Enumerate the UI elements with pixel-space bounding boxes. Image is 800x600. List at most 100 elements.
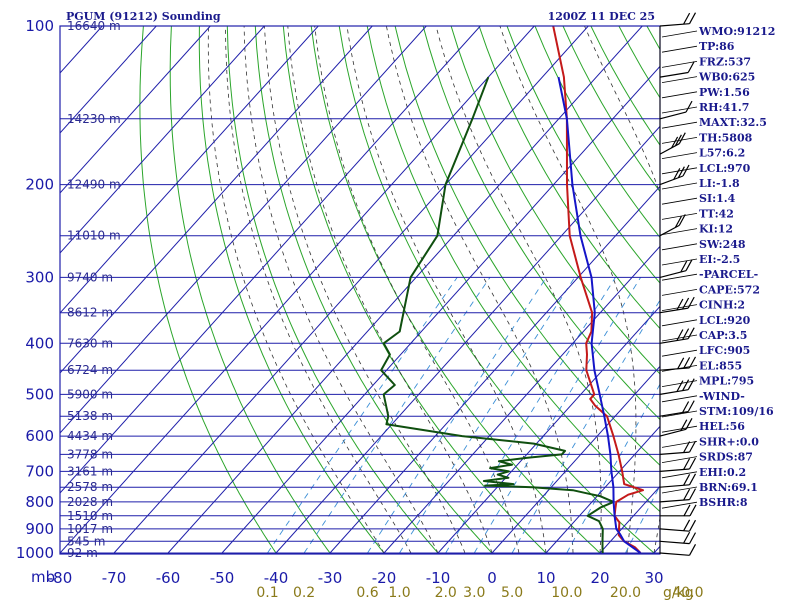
height-label-text: 9740 m (67, 270, 113, 284)
wind-barb-staff (659, 499, 690, 503)
wind-barb-staff (659, 71, 689, 78)
isotherm-line (60, 26, 319, 314)
height-label: 3778 m (67, 447, 113, 461)
index-label: CAPE:572 (699, 283, 760, 296)
wind-barb-feather (685, 100, 693, 113)
index-leader-line (661, 106, 698, 114)
wind-barb-staff (659, 23, 690, 27)
index-leader-line (661, 395, 698, 403)
index-leader-line (661, 304, 698, 311)
index-label: MPL:795 (699, 375, 754, 388)
index-label: SHR+:0.0 (699, 435, 759, 448)
height-label-text: 1017 m (67, 522, 113, 536)
wind-barb (659, 327, 695, 344)
mixing-ratio-unit: g/kg (663, 585, 694, 600)
mixing-ratio-label: 0.6 (356, 585, 378, 600)
temperature-tick-label: -70 (102, 569, 127, 587)
index-leader-line (661, 61, 698, 68)
index-label: LCL:970 (699, 162, 751, 175)
index-label: -WIND- (699, 390, 745, 403)
wind-barb-staff (659, 270, 687, 278)
height-label: 6724 m (67, 363, 113, 377)
height-label: 92 m (67, 546, 98, 560)
wind-barb-feather (671, 136, 679, 149)
dewpoint-trace (380, 76, 615, 554)
wind-barb (659, 164, 690, 186)
index-label: TH:5808 (699, 131, 753, 144)
wind-barb-staff (659, 111, 687, 120)
height-label: 7630 m (67, 336, 113, 350)
index-leader-line (661, 76, 698, 83)
mixing-ratio-labels: 0.1 0.2 0.6 1.0 2.0 3.0 5.0 10.0 20.0 40.0 (256, 585, 703, 600)
pressure-tick-label: 600 (25, 427, 54, 445)
wind-barb-staff (659, 338, 689, 344)
isotherm-line (60, 26, 373, 374)
index-label: CINH:2 (699, 299, 745, 312)
wind-barb-feather (685, 259, 693, 271)
wind-barb-feather (682, 379, 690, 391)
temperature-tick-label: -20 (372, 569, 397, 587)
pressure-gridlines (60, 25, 660, 554)
height-label: 1017 m (67, 522, 113, 536)
height-label-text: 6724 m (67, 363, 113, 377)
height-label-text: 2578 m (67, 480, 113, 494)
height-label-text: 4434 m (67, 429, 113, 443)
temperature-tick-label: 10 (536, 569, 555, 587)
height-labels: 16640 m 14230 m 12490 m 11010 m 9740 m 8612 m… (67, 19, 121, 560)
height-label-text: 7630 m (67, 336, 113, 350)
wind-barb-feather (673, 168, 681, 180)
wind-barb-feather (680, 260, 688, 273)
mixing-ratio-line (303, 277, 491, 554)
wind-barb-staff (659, 528, 690, 532)
chart-title-left: PGUM (91212) Sounding (66, 10, 221, 23)
temperature-tick-label: 30 (644, 569, 663, 587)
height-label: 4434 m (67, 429, 113, 443)
index-leader-line (661, 243, 698, 251)
isotherm-line (167, 26, 643, 554)
isotherm-line (60, 26, 157, 134)
pressure-tick-label: 400 (25, 334, 54, 352)
index-label: STM:109/16 (699, 405, 774, 418)
wind-barb-feather (674, 216, 682, 228)
height-label: 12490 m (67, 178, 121, 192)
index-label: LCL:920 (699, 314, 751, 327)
height-label-text: 2028 m (67, 495, 113, 509)
pressure-tick-label: 100 (25, 17, 54, 35)
wind-barb-feather (688, 473, 697, 486)
index-leader-line (661, 501, 698, 509)
wind-barb-staff (659, 411, 689, 417)
isotherm-line (60, 26, 427, 434)
index-label: EHI:0.2 (699, 466, 746, 479)
wind-barb (659, 544, 697, 556)
height-label: 9740 m (67, 270, 113, 284)
wind-profile (659, 12, 697, 556)
index-leader-line (661, 273, 698, 281)
wind-barb-feather (677, 357, 685, 370)
index-leader-line (661, 334, 698, 342)
height-label-text: 8612 m (67, 306, 113, 320)
wind-barb-staff (659, 468, 690, 472)
isotherm-line (383, 245, 660, 554)
stability-indices: WMO:91212 TP:86 FRZ:537 WB0:625 PW:1.56 RH:41… (661, 25, 775, 509)
index-leader-line (661, 213, 698, 220)
wind-barb-feather (676, 380, 684, 392)
pressure-tick-label: 800 (25, 493, 54, 511)
index-label: FRZ:537 (699, 55, 751, 68)
index-label: KI:12 (699, 223, 733, 236)
wind-barb-staff (659, 451, 690, 455)
wind-barb-feather (683, 504, 691, 517)
wind-barb (659, 214, 686, 237)
height-label-text: 1510 m (67, 509, 113, 523)
mixing-ratio-label: 0.2 (293, 585, 315, 600)
index-leader-line (661, 319, 698, 327)
mixing-ratio-line (267, 277, 458, 554)
temperature-tick-label: -80 (48, 569, 73, 587)
index-leader-line (661, 121, 698, 129)
wind-barb-feather (682, 401, 690, 413)
wind-barb-feather (678, 132, 686, 144)
wind-barb-feather (683, 441, 691, 453)
wind-barb-feather (682, 164, 690, 177)
index-label: TP:86 (699, 40, 735, 53)
pressure-tick-label: 300 (25, 268, 54, 286)
index-leader-line (661, 289, 698, 296)
